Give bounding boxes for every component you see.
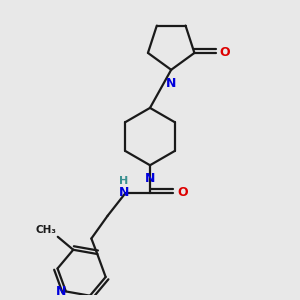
Text: N: N <box>56 285 66 298</box>
Text: H: H <box>119 176 129 186</box>
Text: O: O <box>177 186 188 200</box>
Text: N: N <box>145 172 155 185</box>
Text: N: N <box>119 186 129 200</box>
Text: N: N <box>166 77 176 90</box>
Text: O: O <box>220 46 230 59</box>
Text: CH₃: CH₃ <box>35 225 56 235</box>
